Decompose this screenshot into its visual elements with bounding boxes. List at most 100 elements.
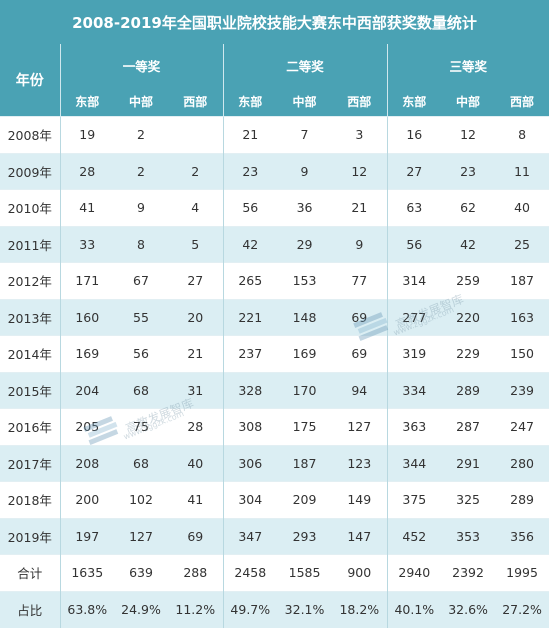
value-cell: 171 [59, 262, 114, 299]
value-cell: 170 [277, 371, 333, 409]
year-column-header: 年份 [0, 44, 60, 117]
value-cell: 2 [168, 152, 224, 190]
value-cell: 63.8% [59, 590, 114, 628]
value-cell: 123 [332, 444, 388, 482]
value-cell: 187 [277, 444, 333, 482]
value-cell: 308 [222, 408, 278, 445]
value-cell: 4 [168, 189, 224, 226]
value-cell: 1995 [495, 554, 549, 591]
value-cell: 21 [332, 189, 388, 226]
value-cell: 237 [222, 335, 278, 372]
table-body: 2008年 19 2 21 7 3 16 12 8 2009年 28 2 2 23 9 12 27 23 11 201… [0, 116, 549, 628]
value-cell: 28 [168, 408, 224, 445]
value-cell: 259 [441, 262, 496, 299]
table-row: 2016年 205 75 28 308 175 127 363 287 247 [0, 408, 549, 445]
value-cell: 9 [332, 225, 388, 263]
value-cell: 169 [59, 335, 114, 372]
value-cell: 69 [168, 517, 224, 555]
value-cell: 148 [277, 298, 333, 336]
row-year-cell: 2013年 [0, 298, 60, 336]
value-cell: 33 [59, 225, 114, 263]
table-row: 2008年 19 2 21 7 3 16 12 8 [0, 116, 549, 153]
row-year-cell: 2016年 [0, 408, 60, 445]
value-cell: 363 [386, 408, 442, 445]
value-cell: 20 [168, 298, 224, 336]
region-header-west: 西部 [495, 86, 549, 117]
table-row: 2009年 28 2 2 23 9 12 27 23 11 [0, 152, 549, 190]
value-cell: 21 [222, 116, 278, 153]
value-cell: 9 [114, 189, 168, 226]
value-cell: 280 [495, 444, 549, 482]
value-cell: 204 [59, 371, 114, 409]
value-cell: 25 [495, 225, 549, 263]
value-cell: 40.1% [386, 590, 442, 628]
value-cell: 153 [277, 262, 333, 299]
value-cell: 265 [222, 262, 278, 299]
value-cell: 150 [495, 335, 549, 372]
value-cell: 187 [495, 262, 549, 299]
value-cell: 452 [386, 517, 442, 555]
value-cell: 344 [386, 444, 442, 482]
value-cell: 69 [332, 335, 388, 372]
row-year-cell: 2017年 [0, 444, 60, 482]
table-row: 2012年 171 67 27 265 153 77 314 259 187 [0, 262, 549, 299]
value-cell: 8 [495, 116, 549, 153]
row-year-cell: 2012年 [0, 262, 60, 299]
table-row: 2015年 204 68 31 328 170 94 334 289 239 [0, 371, 549, 409]
value-cell: 1635 [59, 554, 114, 591]
region-header-west: 西部 [168, 86, 224, 117]
value-cell: 56 [222, 189, 278, 226]
value-cell: 127 [332, 408, 388, 445]
second-prize-header: 二等奖 [222, 44, 388, 86]
value-cell: 24.9% [114, 590, 168, 628]
row-year-cell: 2014年 [0, 335, 60, 372]
value-cell: 220 [441, 298, 496, 336]
table-row: 2013年 160 55 20 221 148 69 277 220 163 [0, 298, 549, 336]
value-cell: 41 [168, 481, 224, 518]
value-cell: 200 [59, 481, 114, 518]
value-cell: 353 [441, 517, 496, 555]
row-year-cell: 2008年 [0, 116, 60, 153]
value-cell: 41 [59, 189, 114, 226]
value-cell: 334 [386, 371, 442, 409]
table-row: 2014年 169 56 21 237 169 69 319 229 150 [0, 335, 549, 372]
table-row: 2010年 41 9 4 56 36 21 63 62 40 [0, 189, 549, 226]
value-cell: 289 [495, 481, 549, 518]
value-cell: 11.2% [168, 590, 224, 628]
value-cell: 68 [114, 444, 168, 482]
value-cell: 375 [386, 481, 442, 518]
value-cell: 23 [441, 152, 496, 190]
region-header-central: 中部 [441, 86, 496, 117]
value-cell: 2 [114, 152, 168, 190]
value-cell: 149 [332, 481, 388, 518]
value-cell: 304 [222, 481, 278, 518]
value-cell: 319 [386, 335, 442, 372]
value-cell: 40 [168, 444, 224, 482]
value-cell: 208 [59, 444, 114, 482]
row-year-cell: 2009年 [0, 152, 60, 190]
value-cell: 21 [168, 335, 224, 372]
value-cell: 27.2% [495, 590, 549, 628]
value-cell: 56 [386, 225, 442, 263]
value-cell: 36 [277, 189, 333, 226]
value-cell: 127 [114, 517, 168, 555]
row-year-cell: 2018年 [0, 481, 60, 518]
value-cell: 2458 [222, 554, 278, 591]
value-cell: 12 [332, 152, 388, 190]
value-cell: 94 [332, 371, 388, 409]
value-cell: 40 [495, 189, 549, 226]
value-cell: 325 [441, 481, 496, 518]
value-cell: 19 [59, 116, 114, 153]
value-cell: 314 [386, 262, 442, 299]
region-header-west: 西部 [332, 86, 388, 117]
first-prize-header: 一等奖 [59, 44, 224, 86]
table-row: 2018年 200 102 41 304 209 149 375 325 289 [0, 481, 549, 518]
value-cell: 11 [495, 152, 549, 190]
value-cell: 289 [441, 371, 496, 409]
region-header-central: 中部 [114, 86, 168, 117]
value-cell: 55 [114, 298, 168, 336]
value-cell: 77 [332, 262, 388, 299]
value-cell: 32.1% [277, 590, 333, 628]
value-cell: 328 [222, 371, 278, 409]
